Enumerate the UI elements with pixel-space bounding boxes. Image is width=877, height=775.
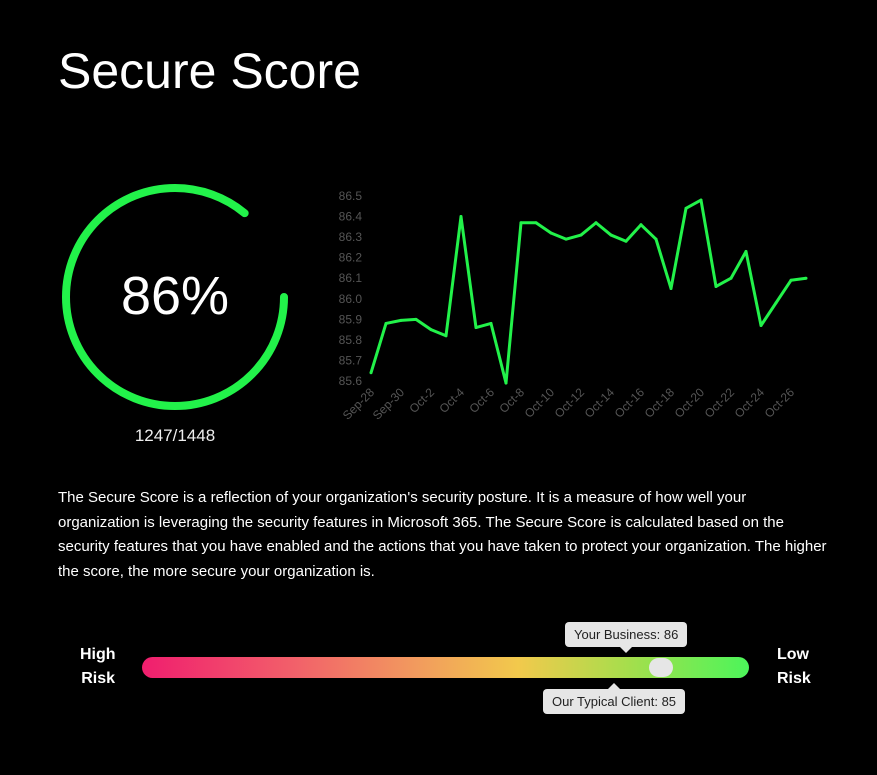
score-trend-chart: 85.6 85.7 85.8 85.9 86.0 86.1 86.2 86.3 86.4 86.5… xyxy=(339,189,808,422)
y-tick-label: 86.1 xyxy=(339,271,363,285)
data-point xyxy=(384,321,388,325)
high-risk-label-line2: Risk xyxy=(81,670,115,687)
data-point xyxy=(474,326,478,330)
high-risk-label: High Risk xyxy=(80,643,116,691)
data-point xyxy=(639,223,643,227)
low-risk-label: Low Risk xyxy=(777,643,811,691)
data-point xyxy=(429,328,433,332)
y-tick-label: 85.6 xyxy=(339,374,363,388)
data-point xyxy=(744,250,748,253)
gauge-arc xyxy=(62,184,288,410)
score-series-line xyxy=(369,198,807,385)
x-tick-label: Oct-20 xyxy=(672,385,708,421)
data-point xyxy=(789,278,793,282)
x-tick-label: Oct-24 xyxy=(732,385,768,421)
x-tick-label: Oct-22 xyxy=(702,385,738,421)
data-point xyxy=(549,231,553,235)
y-tick-label: 86.2 xyxy=(339,251,363,265)
x-tick-label: Sep-28 xyxy=(340,385,377,422)
score-fraction: 1247/1448 xyxy=(134,426,216,445)
high-risk-label-line1: High xyxy=(80,646,116,663)
data-point xyxy=(624,239,628,243)
x-tick-label: Oct-6 xyxy=(466,385,497,416)
y-tick-label: 85.9 xyxy=(339,312,363,326)
x-tick-label: Oct-16 xyxy=(612,385,648,421)
x-tick-label: Oct-26 xyxy=(762,385,798,421)
x-tick-label: Sep-30 xyxy=(370,385,407,422)
data-point xyxy=(489,321,493,325)
x-tick-label: Oct-12 xyxy=(552,385,588,421)
score-gauge xyxy=(62,184,288,410)
your-business-tooltip: Your Business: 86 xyxy=(565,622,688,653)
data-point xyxy=(444,334,448,338)
data-point xyxy=(564,237,568,241)
y-tick-label: 86.3 xyxy=(339,230,363,244)
y-tick-label: 85.8 xyxy=(339,333,363,347)
data-point xyxy=(654,237,658,241)
risk-gradient-bar xyxy=(142,657,749,678)
x-tick-label: Oct-14 xyxy=(582,385,618,421)
data-point xyxy=(399,318,403,322)
data-point xyxy=(714,284,718,288)
data-point xyxy=(759,324,763,327)
page-title: Secure Score xyxy=(58,43,361,99)
data-point xyxy=(459,215,463,219)
y-tick-label: 86.0 xyxy=(339,292,363,306)
description: The Secure Score is a reflection of your… xyxy=(58,489,827,580)
score-percent: 86% xyxy=(120,266,230,326)
data-point xyxy=(504,381,508,385)
y-tick-label: 86.5 xyxy=(339,189,363,203)
y-tick-label: 86.4 xyxy=(339,210,363,224)
data-point xyxy=(519,221,523,225)
data-point xyxy=(669,287,673,290)
data-point xyxy=(594,221,598,225)
data-point xyxy=(684,206,688,210)
x-tick-label: Oct-2 xyxy=(406,385,437,416)
risk-slider-thumb xyxy=(649,658,673,677)
data-point xyxy=(699,198,703,202)
x-tick-label: Oct-4 xyxy=(436,385,467,416)
low-risk-label-line2: Risk xyxy=(777,670,811,687)
data-point xyxy=(729,276,733,280)
x-tick-label: Oct-18 xyxy=(642,385,678,421)
data-point xyxy=(534,221,538,225)
typical-client-tooltip: Our Typical Client: 85 xyxy=(543,683,686,714)
x-tick-label: Oct-10 xyxy=(522,385,558,421)
data-point xyxy=(804,276,808,280)
data-point xyxy=(369,371,373,375)
data-point xyxy=(609,233,613,237)
data-point xyxy=(774,301,778,305)
y-tick-label: 85.7 xyxy=(339,353,363,367)
low-risk-label-line1: Low xyxy=(777,646,809,663)
data-point xyxy=(414,317,418,321)
data-point xyxy=(579,233,583,237)
